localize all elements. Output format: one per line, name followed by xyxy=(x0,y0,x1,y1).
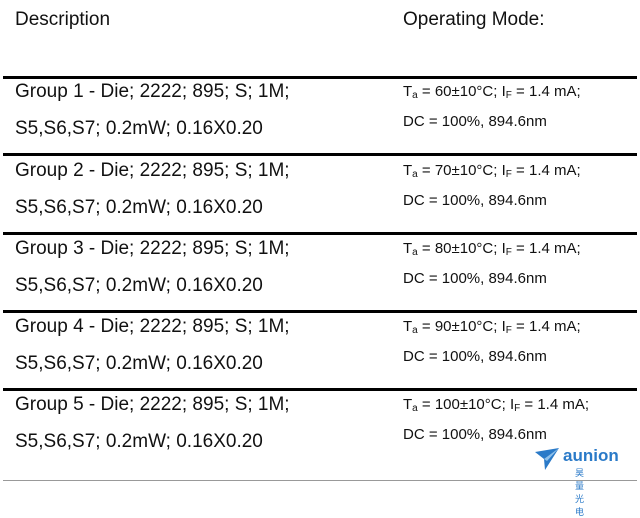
header-rule xyxy=(3,76,637,79)
description-line: Group 4 - Die; 2222; 895; S; 1M; xyxy=(15,316,290,337)
mode-part: = 1.4 mA; xyxy=(511,162,581,179)
logo-icon xyxy=(535,448,559,470)
mode-part: a xyxy=(412,169,418,180)
mode-part: F xyxy=(505,247,512,258)
mode-part: I xyxy=(509,396,515,413)
mode-part: = 60±10°C; xyxy=(417,83,502,100)
mode-part: a xyxy=(412,90,418,101)
mode-line: Ta = 60±10°C; IF = 1.4 mA; xyxy=(403,83,581,101)
mode-part: T xyxy=(403,83,413,100)
row-rule xyxy=(3,232,637,235)
mode-part: = 1.4 mA; xyxy=(520,396,590,413)
mode-part: = 1.4 mA; xyxy=(511,240,581,257)
row-rule xyxy=(3,388,637,391)
mode-part: I xyxy=(501,318,506,335)
logo-subtitle: 昊量光电 xyxy=(575,468,585,517)
bottom-rule xyxy=(3,480,637,481)
column-header: Description xyxy=(15,9,111,30)
page: Description Operating Mode: Group 1 - Di… xyxy=(3,9,637,517)
mode-part: F xyxy=(505,169,512,180)
row-rule xyxy=(3,153,637,156)
description-line: Group 5 - Die; 2222; 895; S; 1M; xyxy=(15,394,290,415)
mode-line: DC = 100%, 894.6nm xyxy=(403,426,547,443)
description-line: S5,S6,S7; 0.2mW; 0.16X0.20 xyxy=(15,275,263,296)
mode-line: Ta = 80±10°C; IF = 1.4 mA; xyxy=(403,240,581,258)
mode-part: F xyxy=(505,325,512,336)
description-line: S5,S6,S7; 0.2mW; 0.16X0.20 xyxy=(15,197,263,218)
mode-part: T xyxy=(403,318,413,335)
logo-name: aunion xyxy=(563,446,619,465)
description-line: Group 1 - Die; 2222; 895; S; 1M; xyxy=(15,81,290,102)
mode-line: Ta = 100±10°C; IF = 1.4 mA; xyxy=(403,396,589,414)
mode-part: = 1.4 mA; xyxy=(511,83,581,100)
mode-part: I xyxy=(501,162,506,179)
mode-part: = 100±10°C; xyxy=(417,396,510,413)
mode-part: F xyxy=(514,403,521,414)
mode-part: = 1.4 mA; xyxy=(511,318,581,335)
mode-line: Ta = 90±10°C; IF = 1.4 mA; xyxy=(403,318,581,336)
mode-part: T xyxy=(403,396,413,413)
mode-part: T xyxy=(403,162,413,179)
mode-part: T xyxy=(403,240,413,257)
mode-part: a xyxy=(412,247,418,258)
mode-line: DC = 100%, 894.6nm xyxy=(403,192,547,209)
mode-part: a xyxy=(412,325,418,336)
mode-line: DC = 100%, 894.6nm xyxy=(403,113,547,130)
mode-line: DC = 100%, 894.6nm xyxy=(403,270,547,287)
mode-part: I xyxy=(501,83,506,100)
mode-line: Ta = 70±10°C; IF = 1.4 mA; xyxy=(403,162,581,180)
row-rule xyxy=(3,310,637,313)
description-line: Group 2 - Die; 2222; 895; S; 1M; xyxy=(15,160,290,181)
mode-part: = 90±10°C; xyxy=(417,318,502,335)
description-line: Group 3 - Die; 2222; 895; S; 1M; xyxy=(15,238,290,259)
description-line: S5,S6,S7; 0.2mW; 0.16X0.20 xyxy=(15,118,263,139)
mode-part: F xyxy=(505,90,512,101)
mode-line: DC = 100%, 894.6nm xyxy=(403,348,547,365)
description-line: S5,S6,S7; 0.2mW; 0.16X0.20 xyxy=(15,431,263,452)
mode-part: I xyxy=(501,240,506,257)
column-header: Operating Mode: xyxy=(403,9,545,30)
mode-part: = 80±10°C; xyxy=(417,240,502,257)
mode-part: a xyxy=(412,403,418,414)
mode-part: = 70±10°C; xyxy=(417,162,502,179)
description-line: S5,S6,S7; 0.2mW; 0.16X0.20 xyxy=(15,353,263,374)
